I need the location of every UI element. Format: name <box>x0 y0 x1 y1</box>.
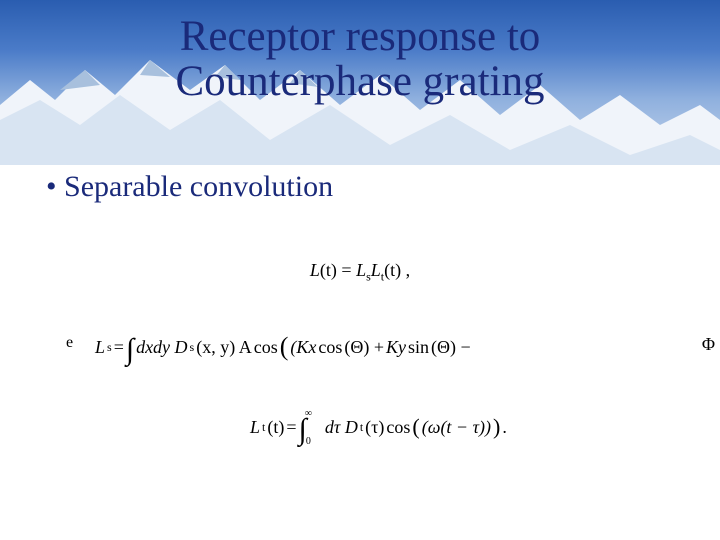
eq2-lhs: L <box>95 337 105 358</box>
title-line-1: Receptor response to <box>180 13 541 60</box>
eq3-bigr: ) <box>493 414 500 440</box>
eq1-eq: = <box>337 260 356 280</box>
eq3-d: dτ D <box>325 417 358 438</box>
eq1-r2: L <box>371 260 381 280</box>
eq2-th1: (Θ) + <box>344 337 384 358</box>
eq2-cos2: cos <box>318 337 342 358</box>
eq2-bigl: ( <box>280 332 289 362</box>
eq3-args: (τ) <box>365 417 384 438</box>
equation-1: L(t) = LsLt(t) , <box>0 260 720 285</box>
eq3-upper: ∞ <box>305 408 312 419</box>
eq1-tail: , <box>401 260 410 280</box>
eq3-eq: = <box>286 417 296 438</box>
eq3-d-sub: t <box>360 420 363 435</box>
bullet-separable-convolution: • Separable convolution <box>46 170 333 204</box>
eq2-phi: Φ <box>702 334 715 355</box>
eq2-ky: Ky <box>386 337 406 358</box>
eq2-eq: = <box>114 337 124 358</box>
eq2-sin: sin <box>408 337 429 358</box>
eq2-th2: (Θ) − <box>431 337 471 358</box>
eq2-lhs-sub: s <box>107 340 112 355</box>
eq3-cos: cos <box>386 417 410 438</box>
title-line-2: Counterphase grating <box>176 58 545 105</box>
eq1-lhs-var: L <box>310 260 320 280</box>
eq1-r1: L <box>356 260 366 280</box>
eq2-d-sub: s <box>190 340 195 355</box>
eq1-r2-arg: (t) <box>384 260 401 280</box>
eq2-d: dxdy D <box>136 337 187 358</box>
eq3-lhs: L <box>250 417 260 438</box>
eq3-bigl: ( <box>412 414 419 440</box>
edge-glyph-e: e <box>66 334 73 352</box>
eq3-lower: 0 <box>306 436 311 447</box>
eq3-lhs-sub: t <box>262 420 265 435</box>
eq3-tail: . <box>502 417 507 438</box>
slide-title: Receptor response to Counterphase gratin… <box>0 14 720 104</box>
eq3-inner: (ω(t − τ)) <box>422 417 491 438</box>
eq1-lhs-arg: (t) <box>320 260 337 280</box>
eq2-int: ∫ <box>126 333 134 367</box>
equation-2: Ls = ∫ dxdy Ds(x, y) Acos ( (Kxcos(Θ) + … <box>95 330 471 364</box>
eq3-lhs-arg: (t) <box>267 417 284 438</box>
equation-3: Lt(t) = ∫∞0 dτ Dt(τ) cos ((ω(t − τ))) . <box>250 410 507 444</box>
eq2-cos: cos <box>254 337 278 358</box>
eq2-args: (x, y) A <box>196 337 252 358</box>
eq2-inner1: (Kx <box>290 337 316 358</box>
